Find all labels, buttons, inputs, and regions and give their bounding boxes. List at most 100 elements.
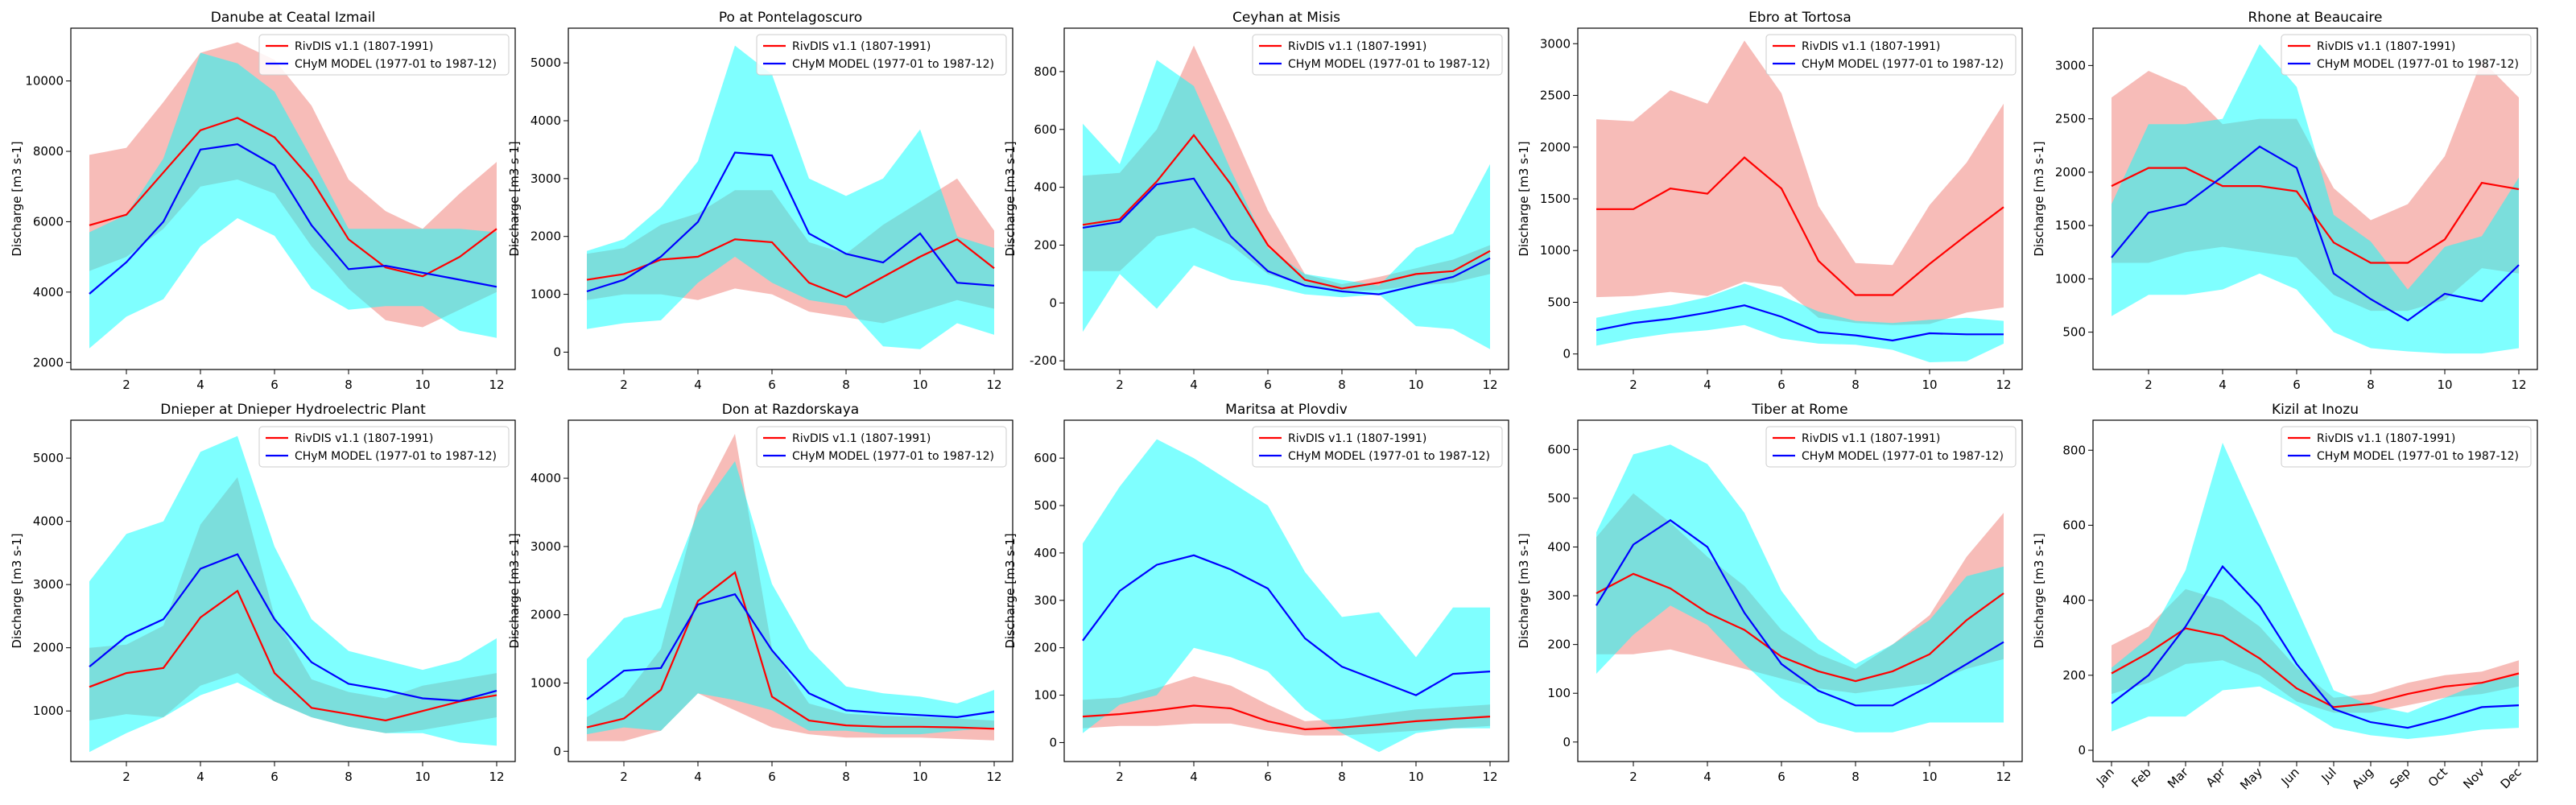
chym-range-band: [1596, 444, 2004, 733]
x-tick-label: 6: [768, 378, 776, 392]
y-tick-label: 300: [1034, 593, 1057, 608]
y-tick-label: 4000: [530, 114, 561, 128]
plot-area: [2111, 443, 2520, 739]
x-tick-label: 12: [986, 378, 1001, 392]
x-tick-label: 8: [345, 770, 353, 784]
x-tick-label: 6: [1777, 770, 1785, 784]
y-tick-label: 0: [1563, 347, 1571, 361]
y-axis-label: Discharge [m3 s-1]: [10, 533, 24, 648]
x-tick-label: 10: [1922, 770, 1937, 784]
x-tick-label: Mar: [2165, 765, 2191, 791]
x-tick-label: Jan: [2093, 765, 2117, 789]
y-tick-label: 100: [1547, 686, 1571, 700]
y-tick-label: 1000: [530, 675, 561, 690]
legend-box: [756, 34, 1007, 76]
x-tick-label: 10: [2437, 378, 2452, 392]
legend: RivDIS v1.1 (1807-1991) CHyM MODEL (1977-…: [1765, 34, 2017, 76]
legend: RivDIS v1.1 (1807-1991) CHyM MODEL (1977-…: [1252, 426, 1503, 468]
x-tick-label: 2: [620, 770, 628, 784]
legend-label-rivdis: RivDIS v1.1 (1807-1991): [792, 40, 931, 53]
x-tick-label: Sep: [2387, 765, 2413, 791]
y-tick-label: 1500: [1540, 192, 1571, 206]
subplot-4: Ebro at Tortosa 2 4 6 8 10 12 0 500 1000 1500 2000 2…: [1517, 10, 2023, 392]
x-tick-label: 4: [1190, 770, 1198, 784]
y-axis-label: Discharge [m3 s-1]: [1003, 533, 1018, 648]
plot-area: [2111, 43, 2520, 354]
subplot-title: Danube at Ceatal Izmail: [211, 10, 376, 26]
y-tick-label: 2000: [530, 229, 561, 244]
y-tick-label: 0: [553, 744, 561, 758]
subplot-7: Don at Razdorskaya 2 4 6 8 10 12 0 1000 2000 3000 4…: [507, 402, 1013, 784]
subplot-title: Po at Pontelagoscuro: [719, 10, 862, 26]
x-tick-label: 12: [2511, 378, 2526, 392]
rivdis-series-line: [1082, 134, 1491, 290]
rivdis-range-band: [1596, 40, 2004, 325]
chym-series-line: [1082, 554, 1491, 696]
y-tick-label: 200: [1034, 641, 1057, 655]
legend: RivDIS v1.1 (1807-1991) CHyM MODEL (1977-…: [258, 34, 510, 76]
legend-label-rivdis: RivDIS v1.1 (1807-1991): [1288, 40, 1426, 53]
legend-label-chym: CHyM MODEL (1977-01 to 1987-12): [792, 450, 994, 463]
y-tick-label: 500: [1547, 491, 1571, 506]
subplot-3: Ceyhan at Misis 2 4 6 8 10 12 -200 0 200 400 600 800…: [1003, 10, 1509, 392]
x-tick-label: 10: [1408, 378, 1423, 392]
x-tick-label: 4: [694, 378, 702, 392]
y-tick-label: -200: [1030, 353, 1057, 368]
x-tick-label: 2: [122, 378, 130, 392]
chym-range-band: [89, 52, 497, 349]
legend-label-rivdis: RivDIS v1.1 (1807-1991): [792, 432, 931, 445]
x-tick-label: 4: [1190, 378, 1198, 392]
y-tick-label: 200: [2062, 668, 2086, 683]
y-axis-label: Discharge [m3 s-1]: [507, 533, 522, 648]
x-tick-label: 12: [986, 770, 1001, 784]
x-tick-label: Aug: [2349, 765, 2376, 791]
plot-area: [89, 42, 497, 349]
x-tick-label: 6: [1777, 378, 1785, 392]
x-tick-label: 8: [2367, 378, 2375, 392]
legend-box: [2281, 34, 2532, 76]
x-tick-label: 10: [415, 378, 430, 392]
y-tick-label: 400: [2062, 593, 2086, 608]
y-tick-label: 5000: [33, 451, 64, 465]
chym-range-band: [1083, 439, 1490, 753]
chym-range-band: [2112, 443, 2519, 739]
plot-area: [586, 45, 995, 349]
x-tick-label: 10: [415, 770, 430, 784]
y-tick-label: 5000: [530, 56, 561, 70]
legend-box: [258, 426, 510, 468]
y-axis-label: Discharge [m3 s-1]: [1517, 533, 1531, 648]
axes-frame: [1577, 419, 2023, 762]
subplot-9: Tiber at Rome 2 4 6 8 10 12 0 100 200 300 400 500 600…: [1517, 402, 2023, 784]
y-tick-label: 2000: [33, 641, 64, 655]
legend-label-chym: CHyM MODEL (1977-01 to 1987-12): [1802, 58, 2004, 71]
x-tick-label: Oct: [2425, 765, 2450, 790]
x-tick-label: 4: [196, 378, 204, 392]
subplot-1: Danube at Ceatal Izmail 2 4 6 8 10 12 2000 4000 6…: [10, 10, 516, 392]
y-tick-label: 100: [1034, 688, 1057, 703]
legend-label-rivdis: RivDIS v1.1 (1807-1991): [1288, 432, 1426, 445]
axes-frame: [1063, 419, 1509, 762]
x-tick-label: 12: [1996, 770, 2011, 784]
y-tick-label: 1500: [2055, 218, 2086, 233]
y-tick-label: 600: [1547, 442, 1571, 456]
y-axis-label: Discharge [m3 s-1]: [507, 141, 522, 256]
legend: RivDIS v1.1 (1807-1991) CHyM MODEL (1977-…: [756, 426, 1007, 468]
y-tick-label: 400: [1034, 180, 1057, 195]
chym-series-line: [586, 592, 995, 719]
x-tick-label: 2: [1629, 770, 1637, 784]
x-tick-label: 12: [1996, 378, 2011, 392]
y-tick-label: 500: [1547, 295, 1571, 309]
legend-box: [1765, 34, 2017, 76]
axes-frame: [568, 419, 1013, 762]
y-tick-label: 600: [1034, 451, 1057, 465]
rivdis-series-line: [2111, 627, 2520, 708]
y-tick-label: 0: [1049, 295, 1057, 310]
legend-label-chym: CHyM MODEL (1977-01 to 1987-12): [2317, 58, 2519, 71]
x-tick-label: Dec: [2498, 765, 2524, 791]
x-tick-label: Jun: [2278, 765, 2302, 789]
rivdis-series-line: [586, 238, 995, 299]
subplot-title: Maritsa at Plovdiv: [1225, 402, 1348, 418]
y-tick-label: 1000: [33, 704, 64, 718]
x-tick-label: 8: [842, 378, 850, 392]
